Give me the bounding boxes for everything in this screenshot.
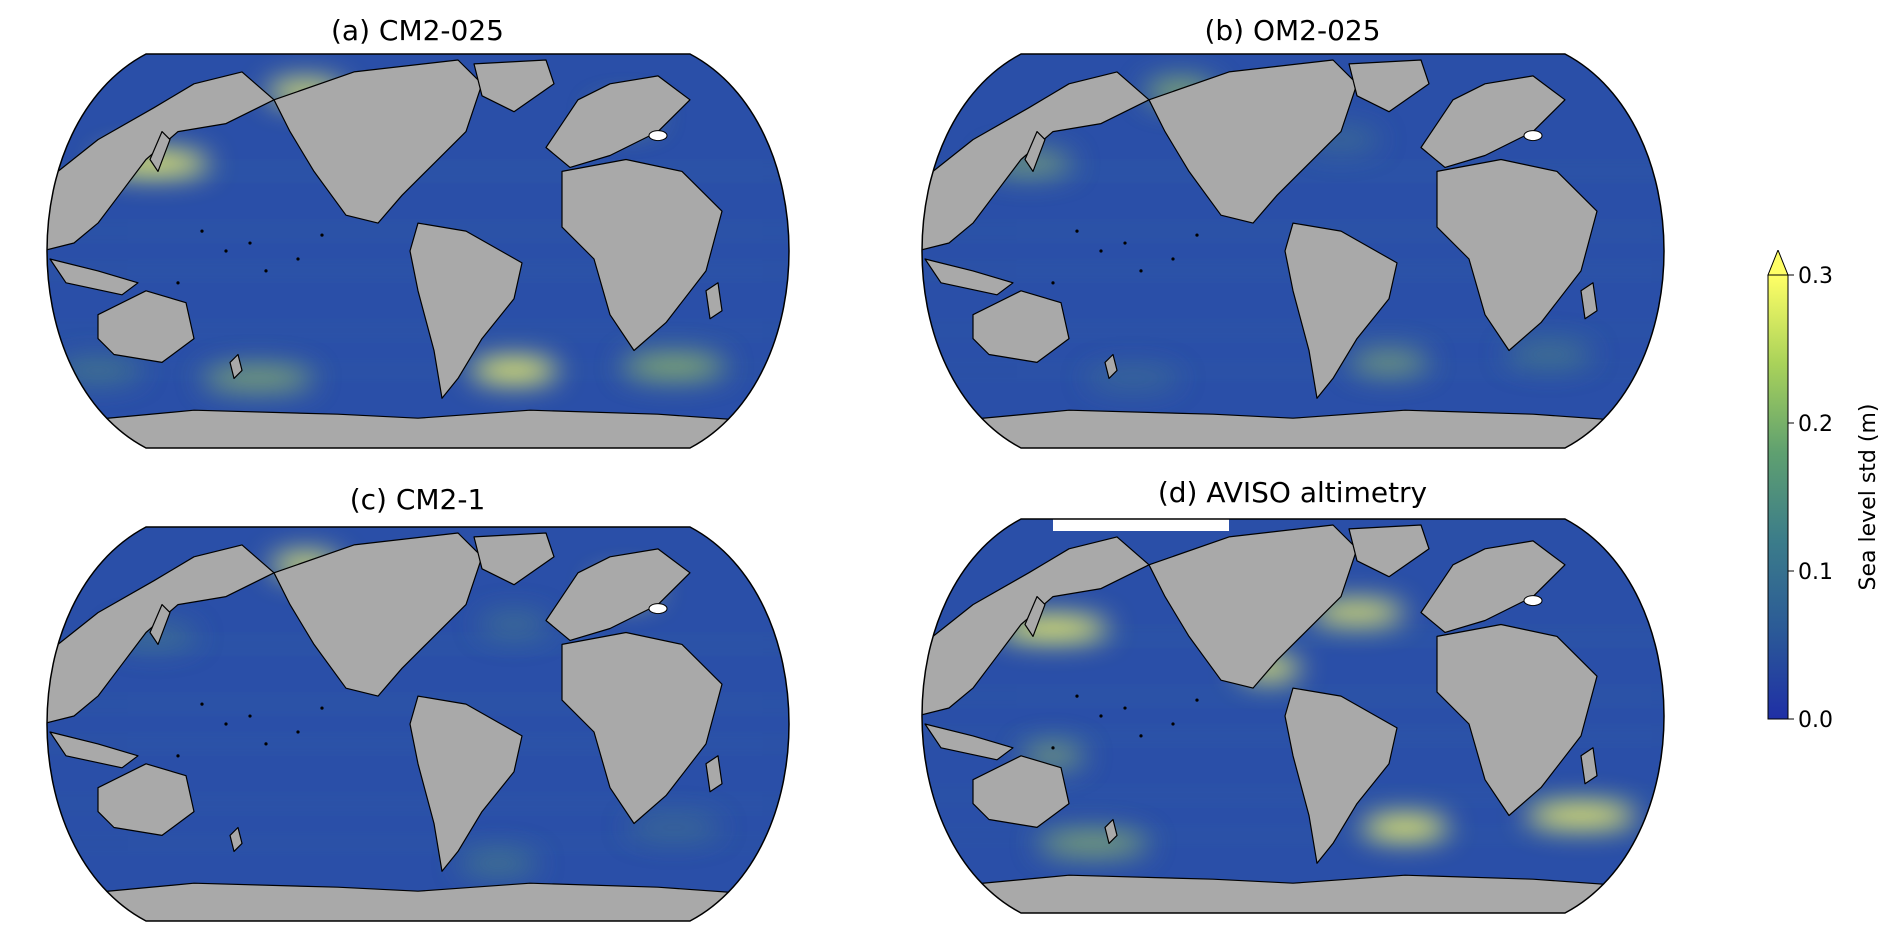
land-japan — [149, 603, 171, 646]
colorbar-ticks — [1788, 274, 1794, 720]
land-namerica — [273, 532, 483, 697]
land-asia — [922, 536, 1150, 717]
land-namerica — [1148, 524, 1358, 689]
map-panel-c — [46, 526, 790, 922]
land-asia — [47, 544, 275, 725]
land-antarctica — [49, 882, 787, 921]
land-nz — [229, 826, 243, 852]
land-madagascar — [705, 282, 723, 320]
panel-title-d: (d) AVISO altimetry — [1157, 476, 1428, 509]
land-namerica — [1148, 59, 1358, 224]
colorbar-tick-2: 0.2 — [1798, 412, 1833, 437]
colorbar-tick-3: 0.3 — [1798, 264, 1833, 289]
map-panel-a — [46, 53, 790, 449]
land-asia — [47, 71, 275, 252]
land-madagascar — [1580, 282, 1598, 320]
land-japan — [1024, 595, 1046, 638]
map-panel-d — [921, 518, 1665, 914]
land-greenland — [473, 59, 555, 113]
colorbar-label: Sea level std (m) — [1856, 404, 1881, 591]
land-antarctica — [49, 409, 787, 448]
land-madagascar — [1580, 747, 1598, 785]
land-greenland — [473, 532, 555, 586]
land-africa — [561, 631, 723, 825]
land-indonesia — [924, 723, 1014, 761]
land-europe — [1420, 75, 1566, 169]
land-samerica — [1284, 222, 1398, 399]
land-madagascar — [705, 755, 723, 793]
land-namerica — [273, 59, 483, 224]
land-nz — [229, 353, 243, 379]
land-japan — [1024, 130, 1046, 173]
land-indonesia — [49, 258, 139, 296]
land-europe — [545, 75, 691, 169]
land-samerica — [1284, 687, 1398, 864]
colorbar-gradient — [1767, 274, 1789, 720]
land-nz — [1104, 353, 1118, 379]
land-africa — [1436, 623, 1598, 817]
land-europe — [545, 548, 691, 642]
colorbar-extend-triangle — [1767, 248, 1789, 276]
land-indonesia — [49, 731, 139, 769]
land-greenland — [1348, 59, 1430, 113]
land-australia — [97, 290, 195, 363]
land-europe — [1420, 540, 1566, 634]
panel-title-b: (b) OM2-025 — [1204, 14, 1381, 47]
colorbar-tick-0: 0.0 — [1798, 708, 1833, 730]
map-frame — [46, 526, 790, 922]
colorbar: 0.0 0.1 0.2 0.3 Sea level std (m) — [1760, 248, 1890, 733]
land-asia — [922, 71, 1150, 252]
land-indonesia — [924, 258, 1014, 296]
map-frame — [921, 53, 1665, 449]
map-frame — [921, 518, 1665, 914]
land-samerica — [409, 222, 523, 399]
land-australia — [972, 755, 1070, 828]
panel-title-a: (a) CM2-025 — [331, 14, 504, 47]
land-africa — [561, 158, 723, 352]
land-japan — [149, 130, 171, 173]
land-australia — [97, 763, 195, 836]
map-frame — [46, 53, 790, 449]
land-samerica — [409, 695, 523, 872]
land-africa — [1436, 158, 1598, 352]
land-nz — [1104, 818, 1118, 844]
land-greenland — [1348, 524, 1430, 578]
land-australia — [972, 290, 1070, 363]
panel-title-c: (c) CM2-1 — [349, 483, 486, 516]
land-antarctica — [924, 409, 1662, 448]
colorbar-tick-1: 0.1 — [1798, 560, 1833, 585]
land-antarctica — [924, 874, 1662, 913]
map-panel-b — [921, 53, 1665, 449]
